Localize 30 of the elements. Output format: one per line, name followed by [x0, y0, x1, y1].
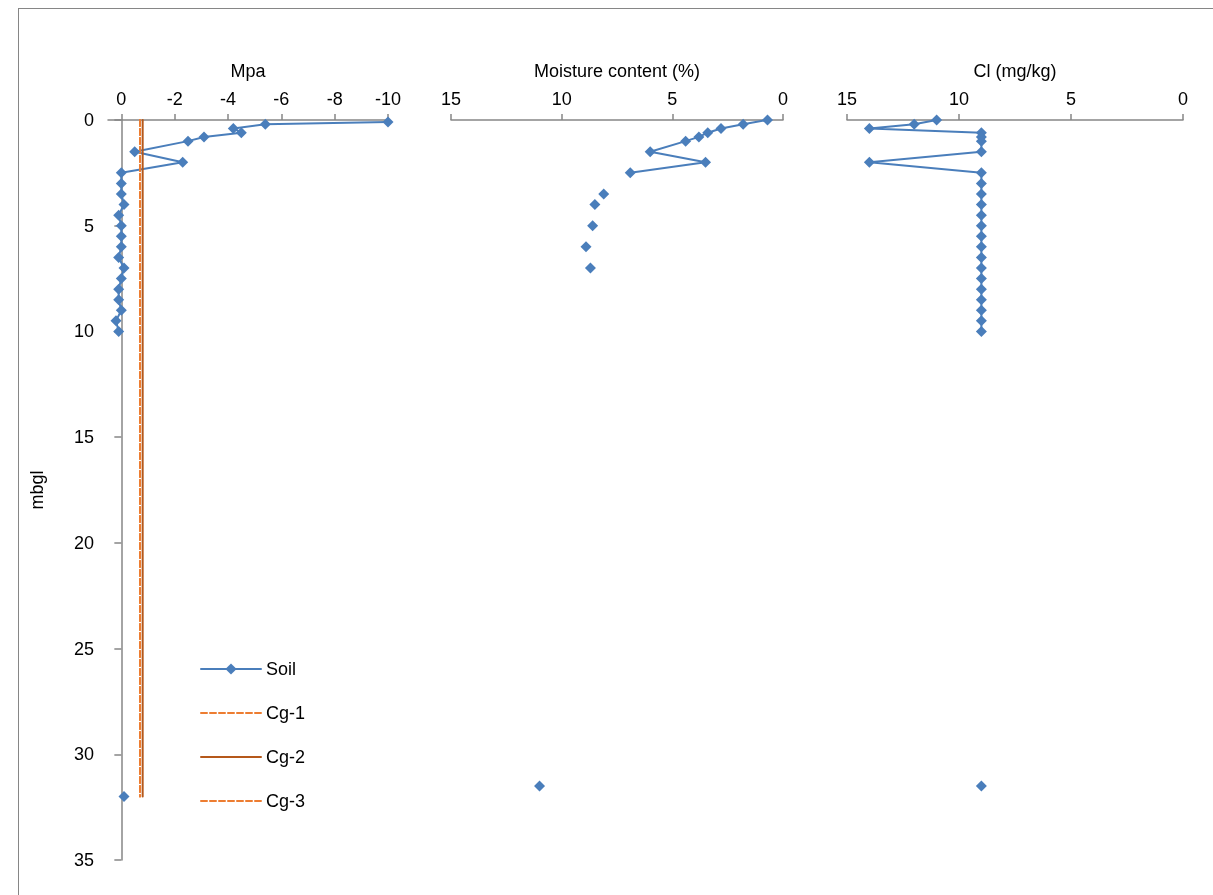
y-axis-title: mbgl [27, 470, 47, 510]
y-tick-label: 15 [73, 427, 94, 448]
x-tick-label: 0 [1177, 89, 1189, 109]
x-tick-label: -10 [374, 89, 402, 109]
x-tick-label: -4 [219, 89, 237, 109]
y-tick-label: 25 [73, 638, 94, 659]
legend-label: Cg-2 [266, 747, 306, 767]
legend-label: Cg-1 [266, 703, 306, 723]
x-tick-label: 15 [440, 89, 462, 109]
x-tick-label: 5 [1065, 89, 1077, 109]
x-tick-label: -2 [166, 89, 183, 109]
x-tick-label: 0 [777, 89, 789, 109]
y-tick-label: 0 [83, 110, 94, 130]
x-tick-label: -6 [273, 89, 290, 109]
x-axis-title: Moisture content (%) [533, 61, 701, 81]
y-tick-label: 35 [73, 850, 94, 870]
legend-label: Soil [266, 659, 297, 679]
legend-label: Cg-3 [266, 791, 306, 811]
x-tick-label: -8 [326, 89, 343, 109]
x-tick-label: 0 [116, 89, 127, 109]
x-axis-title: Cl (mg/kg) [973, 61, 1057, 81]
y-tick-label: 20 [73, 532, 94, 553]
x-axis-title: Mpa [230, 61, 267, 81]
y-tick-label: 30 [73, 744, 94, 765]
y-tick-label: 10 [73, 321, 94, 342]
y-tick-label: 5 [83, 215, 94, 236]
x-tick-label: 10 [948, 89, 970, 109]
x-tick-label: 5 [667, 89, 678, 109]
x-tick-label: 10 [551, 89, 572, 109]
x-tick-label: 15 [836, 89, 858, 109]
